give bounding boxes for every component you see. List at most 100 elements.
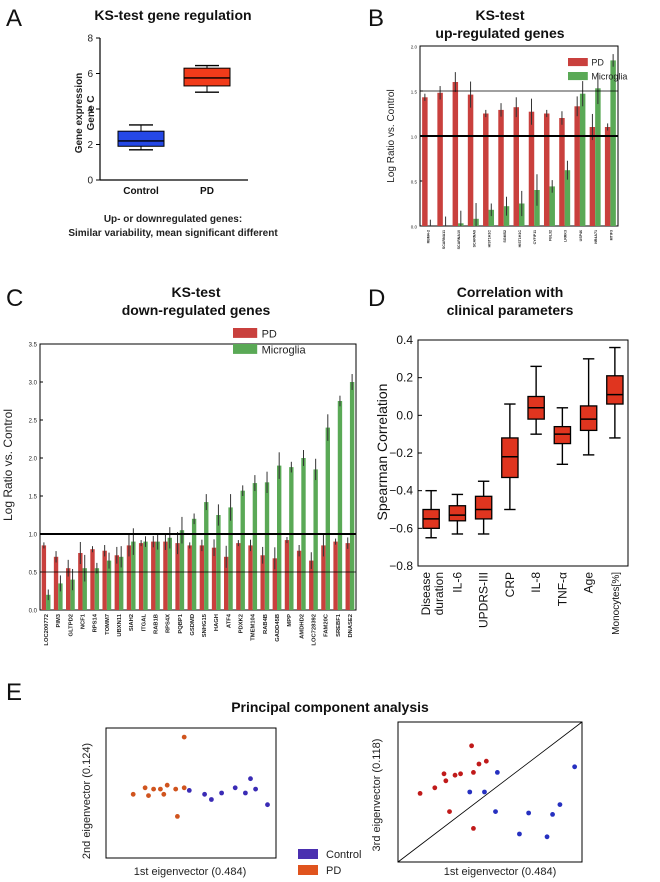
panel-d-ytick-label: −0.2 (389, 446, 413, 460)
panel-b-legend-label: PD (591, 58, 604, 68)
panel-e-plot1-point-control (253, 786, 258, 792)
panel-c-legend-swatch-microglia (233, 344, 258, 354)
panel-c-bar-microglia (46, 594, 51, 610)
panel-a-caption-line2: Similar variability, mean significant di… (68, 228, 278, 239)
panel-c-bar-microglia (264, 482, 270, 610)
panel-c-bar-microglia (167, 537, 172, 610)
panel-c-xtick-label: SIAH2 (129, 614, 135, 631)
panel-e-plot2-point-pd (476, 761, 482, 767)
panel-e-plot2-point-pd (452, 772, 458, 778)
panel-c-bar-microglia (228, 507, 233, 610)
panel-e-plot1-point-control (248, 776, 253, 782)
panel-b-bar-microglia (564, 170, 571, 226)
panel-c-bar-microglia (204, 502, 209, 610)
panel-c-bar-pd (66, 568, 71, 610)
panel-c-bar-pd (41, 545, 47, 610)
panel-c-bar-microglia (82, 568, 87, 610)
panel-e-plot2-point-pd (432, 785, 438, 791)
panel-c-bar-microglia (191, 518, 197, 610)
panel-e-plot1-point-control (265, 802, 270, 808)
panel-e-plot2-point-pd (447, 809, 452, 814)
panel-c-legend-label: PD (262, 328, 277, 340)
panel-a-box (183, 67, 231, 87)
panel-b-bar-pd (604, 127, 611, 226)
panel-c-xtick-label: NCF1 (81, 613, 87, 629)
panel-b-xtick-label: MTIF3 (609, 230, 613, 240)
panel-a-ylabel-line2: Gene C (86, 95, 97, 130)
panel-a-title: KS-test gene regulation (94, 7, 251, 23)
panel-c-bar-pd (151, 541, 156, 610)
panel-b-bar-pd (559, 118, 565, 226)
panel-b-ytick-label: 0.5 (411, 180, 418, 185)
panel-c-bar-pd (284, 540, 290, 610)
panel-c-xtick-label: SREBF1 (336, 613, 342, 637)
panel-c-bar-microglia (325, 427, 330, 610)
panel-d-xtick-label-line1: Disease (419, 572, 433, 616)
panel-e-right-ylabel: 3rd eigenvector (0.118) (371, 739, 383, 852)
panel-e-plot1-point-pd (142, 785, 148, 791)
panel-c-bar-pd (90, 549, 95, 610)
panel-c-bar-pd (248, 545, 253, 610)
panel-e-plot2-point-pd (458, 771, 463, 777)
panel-c-bar-microglia (119, 556, 124, 610)
panel-c-xtick-label: FAM20C (324, 613, 330, 637)
panel-c-bar-microglia (240, 490, 245, 610)
panel-c-xtick-label: UBXN11 (117, 613, 123, 636)
panel-b-xtick-label: FBL32 (548, 230, 552, 241)
panel-d-ytick-label: 0.2 (396, 371, 413, 385)
panel-c-ytick-label: 1.5 (29, 495, 38, 501)
panel-e-plot1-point-control (202, 791, 208, 797)
panel-e-plot1-point-pd (181, 734, 187, 740)
panel-b-xtick-label: SCARNA11 (442, 230, 446, 249)
panel-b-ylabel: Log Ratio vs. Control (386, 89, 397, 182)
panel-c-ytick-label: 3.0 (29, 381, 38, 387)
panel-c-xtick-label: RAB4B (263, 614, 269, 634)
panel-b-legend-label: Microglia (591, 72, 627, 82)
panel-c-bar-microglia (94, 568, 100, 610)
panel-c-xtick-label: HAGH (214, 614, 220, 631)
panel-e-plot1-point-control (232, 785, 238, 791)
panel-c-ylabel: Log Ratio vs. Control (1, 409, 15, 521)
panel-c-bar-microglia (155, 541, 160, 610)
panel-b-bar-pd (467, 94, 474, 226)
legend-swatch-control (298, 849, 318, 859)
panel-c-bar-pd (114, 555, 119, 610)
panel-b-bar-pd (422, 97, 428, 226)
panel-d-title-line2: clinical parameters (447, 302, 574, 318)
panel-b-xtick-label: NR4A71 (594, 230, 598, 244)
panel-b-title-line2: up-regulated genes (435, 25, 564, 41)
panel-e-plot1-point-pd (175, 814, 180, 819)
panel-a-ytick-label: 8 (87, 34, 93, 45)
panel-d-box (553, 425, 572, 445)
panel-b-bar-microglia (579, 93, 586, 226)
panel-c-bar-microglia (131, 541, 136, 610)
panel-b-xtick-label: SCARNA9 (472, 230, 476, 247)
panel-e-plot2-point-control (493, 809, 498, 814)
panel-c-bar-microglia (277, 465, 282, 610)
panel-e-title: Principal component analysis (231, 699, 429, 715)
panel-e-plot1-point-control (243, 790, 248, 796)
panel-c-plot-frame (39, 343, 357, 611)
panel-c-xtick-label: PDXK2 (239, 614, 245, 633)
panel-e-plot2-point-pd (443, 778, 449, 784)
panel-e-plot1-point-pd (158, 786, 163, 792)
panel-c-bar-pd (126, 545, 132, 610)
panel-c-bar-pd (345, 543, 350, 610)
panel-e-plot1-point-control (186, 788, 192, 793)
panel-d-xtick-label: IL-8 (529, 572, 543, 593)
panel-c-bar-microglia (179, 530, 185, 610)
panel-d-xtick-label-line2: duration (432, 572, 446, 615)
panel-c-bar-pd (272, 558, 277, 610)
panel-c-bar-pd (296, 550, 302, 610)
panel-c-xtick-label: DNASE2 (348, 614, 354, 638)
panel-d-box (606, 375, 624, 405)
panel-c-ytick-label: 2.0 (29, 457, 38, 463)
panel-b-xtick-label: HIST1H1C (488, 230, 492, 248)
panel-b-xtick-label: SCARNA10 (457, 230, 461, 249)
panel-c-bar-pd (175, 543, 180, 610)
panel-c-bar-pd (333, 541, 338, 610)
panel-b-ytick-label: 1.0 (411, 135, 418, 140)
panel-b-bar-microglia (503, 206, 510, 226)
panel-c-xtick-label: ITGAL (141, 614, 147, 632)
panel-c-bar-pd (236, 543, 241, 610)
